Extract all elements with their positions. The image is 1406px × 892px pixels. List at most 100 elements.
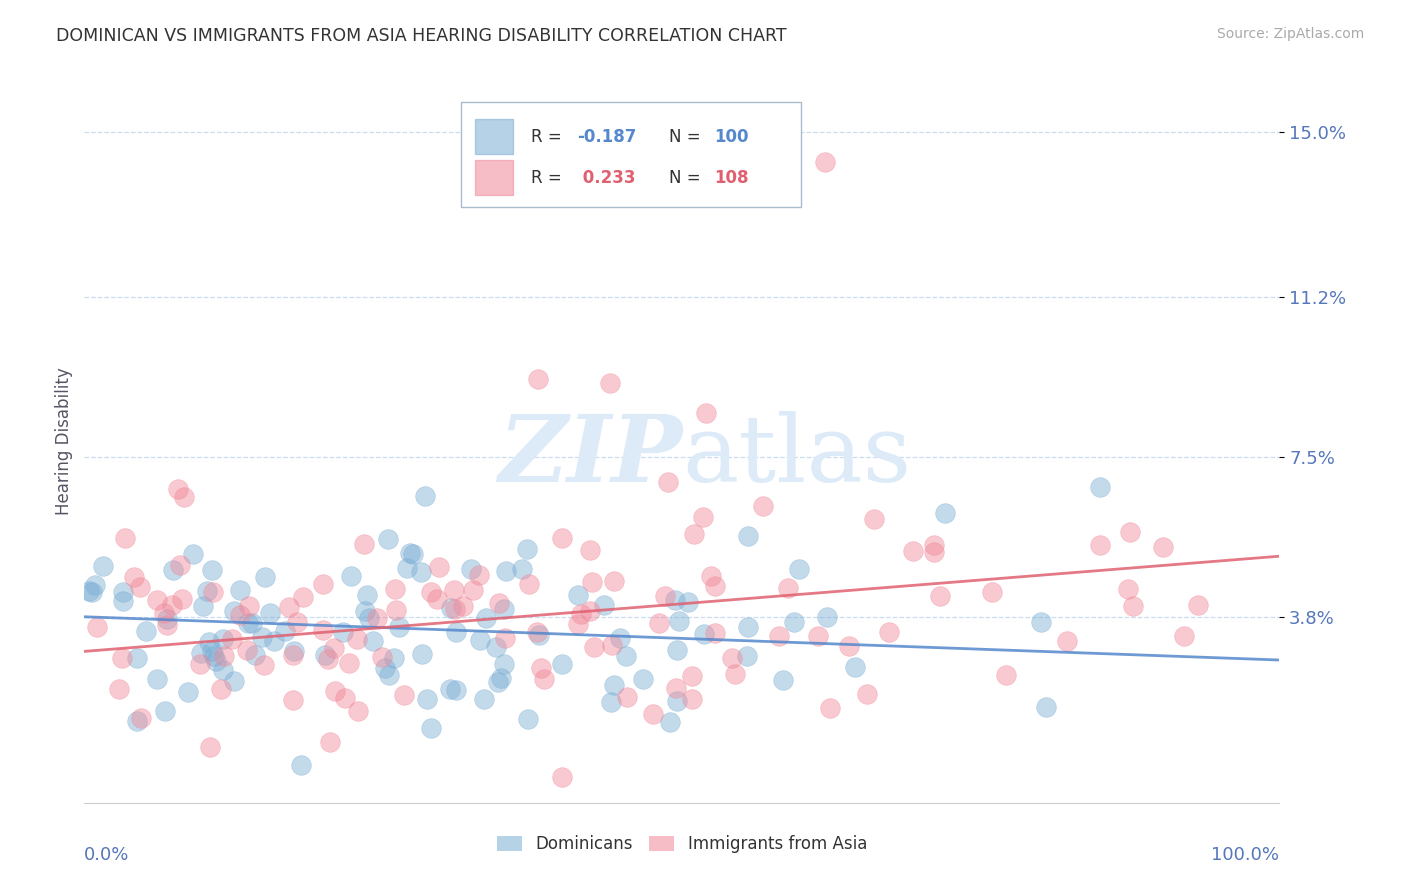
Point xyxy=(250,630,273,644)
Point xyxy=(314,648,336,663)
Point xyxy=(290,758,312,772)
Point xyxy=(1152,541,1174,555)
Point xyxy=(357,611,380,625)
Point xyxy=(844,659,866,673)
Point xyxy=(814,155,837,169)
Point xyxy=(318,735,340,749)
Point xyxy=(127,714,149,728)
Point xyxy=(678,595,700,609)
Point xyxy=(318,651,340,665)
Point xyxy=(211,632,233,646)
Point xyxy=(901,544,924,558)
Point xyxy=(128,580,150,594)
Point xyxy=(787,562,810,576)
Point xyxy=(1119,525,1142,540)
Point xyxy=(209,681,232,696)
Point xyxy=(815,610,838,624)
Point xyxy=(488,596,510,610)
Point xyxy=(668,614,690,628)
Point xyxy=(1056,634,1078,648)
Point xyxy=(451,599,474,613)
Point xyxy=(162,564,184,578)
Point xyxy=(221,632,243,646)
Text: 0.0%: 0.0% xyxy=(84,847,129,864)
Point xyxy=(599,695,621,709)
Point xyxy=(856,687,879,701)
Point xyxy=(643,706,665,721)
Text: 100.0%: 100.0% xyxy=(1212,847,1279,864)
Point xyxy=(654,589,676,603)
Point xyxy=(1173,629,1195,643)
Point xyxy=(474,610,496,624)
Point xyxy=(371,649,394,664)
Point xyxy=(443,582,465,597)
Point xyxy=(695,406,717,420)
Point xyxy=(413,489,436,503)
Text: R =: R = xyxy=(531,128,568,145)
Point xyxy=(704,579,727,593)
Point xyxy=(253,658,276,673)
Point xyxy=(446,624,468,639)
Point xyxy=(994,668,1017,682)
Point xyxy=(460,562,482,576)
Point xyxy=(446,682,468,697)
Point xyxy=(114,531,136,545)
Point xyxy=(127,651,149,665)
Point xyxy=(205,654,228,668)
Point xyxy=(495,565,517,579)
Point xyxy=(416,691,439,706)
Point xyxy=(659,715,682,730)
Point xyxy=(356,588,378,602)
Point xyxy=(776,582,799,596)
Point xyxy=(922,538,945,552)
Point xyxy=(468,632,491,647)
Point xyxy=(567,617,589,632)
Point xyxy=(111,594,134,608)
Text: 100: 100 xyxy=(714,128,748,145)
Point xyxy=(277,600,299,615)
Point xyxy=(392,688,415,702)
Point xyxy=(214,649,236,664)
Point xyxy=(312,624,335,638)
Point xyxy=(492,601,515,615)
Point xyxy=(551,770,574,784)
Text: 108: 108 xyxy=(714,169,748,186)
Point xyxy=(922,544,945,558)
Point xyxy=(516,712,538,726)
Point xyxy=(664,592,686,607)
Point xyxy=(195,584,218,599)
Point xyxy=(177,685,200,699)
Point xyxy=(657,475,679,489)
Point xyxy=(1116,582,1139,596)
Point xyxy=(107,682,129,697)
Point xyxy=(332,624,354,639)
Point xyxy=(263,634,285,648)
Point xyxy=(236,615,259,630)
Point xyxy=(461,582,484,597)
Point xyxy=(551,657,574,671)
Point xyxy=(981,585,1004,599)
Point xyxy=(665,681,688,695)
Point xyxy=(1035,699,1057,714)
Point xyxy=(863,512,886,526)
Point xyxy=(181,547,204,561)
Point xyxy=(202,648,225,663)
Point xyxy=(439,682,461,697)
Point xyxy=(346,632,368,646)
Point xyxy=(156,617,179,632)
Point xyxy=(122,570,145,584)
Text: atlas: atlas xyxy=(682,411,911,501)
Point xyxy=(666,643,689,657)
Point xyxy=(681,692,703,706)
Point xyxy=(818,701,841,715)
Point xyxy=(283,693,305,707)
Point xyxy=(366,611,388,625)
Point xyxy=(323,640,346,655)
Point xyxy=(440,601,463,615)
Point xyxy=(1090,538,1112,552)
Point xyxy=(603,678,626,692)
Point xyxy=(83,578,105,592)
Point xyxy=(928,589,950,603)
Point xyxy=(80,584,103,599)
Point xyxy=(631,672,654,686)
